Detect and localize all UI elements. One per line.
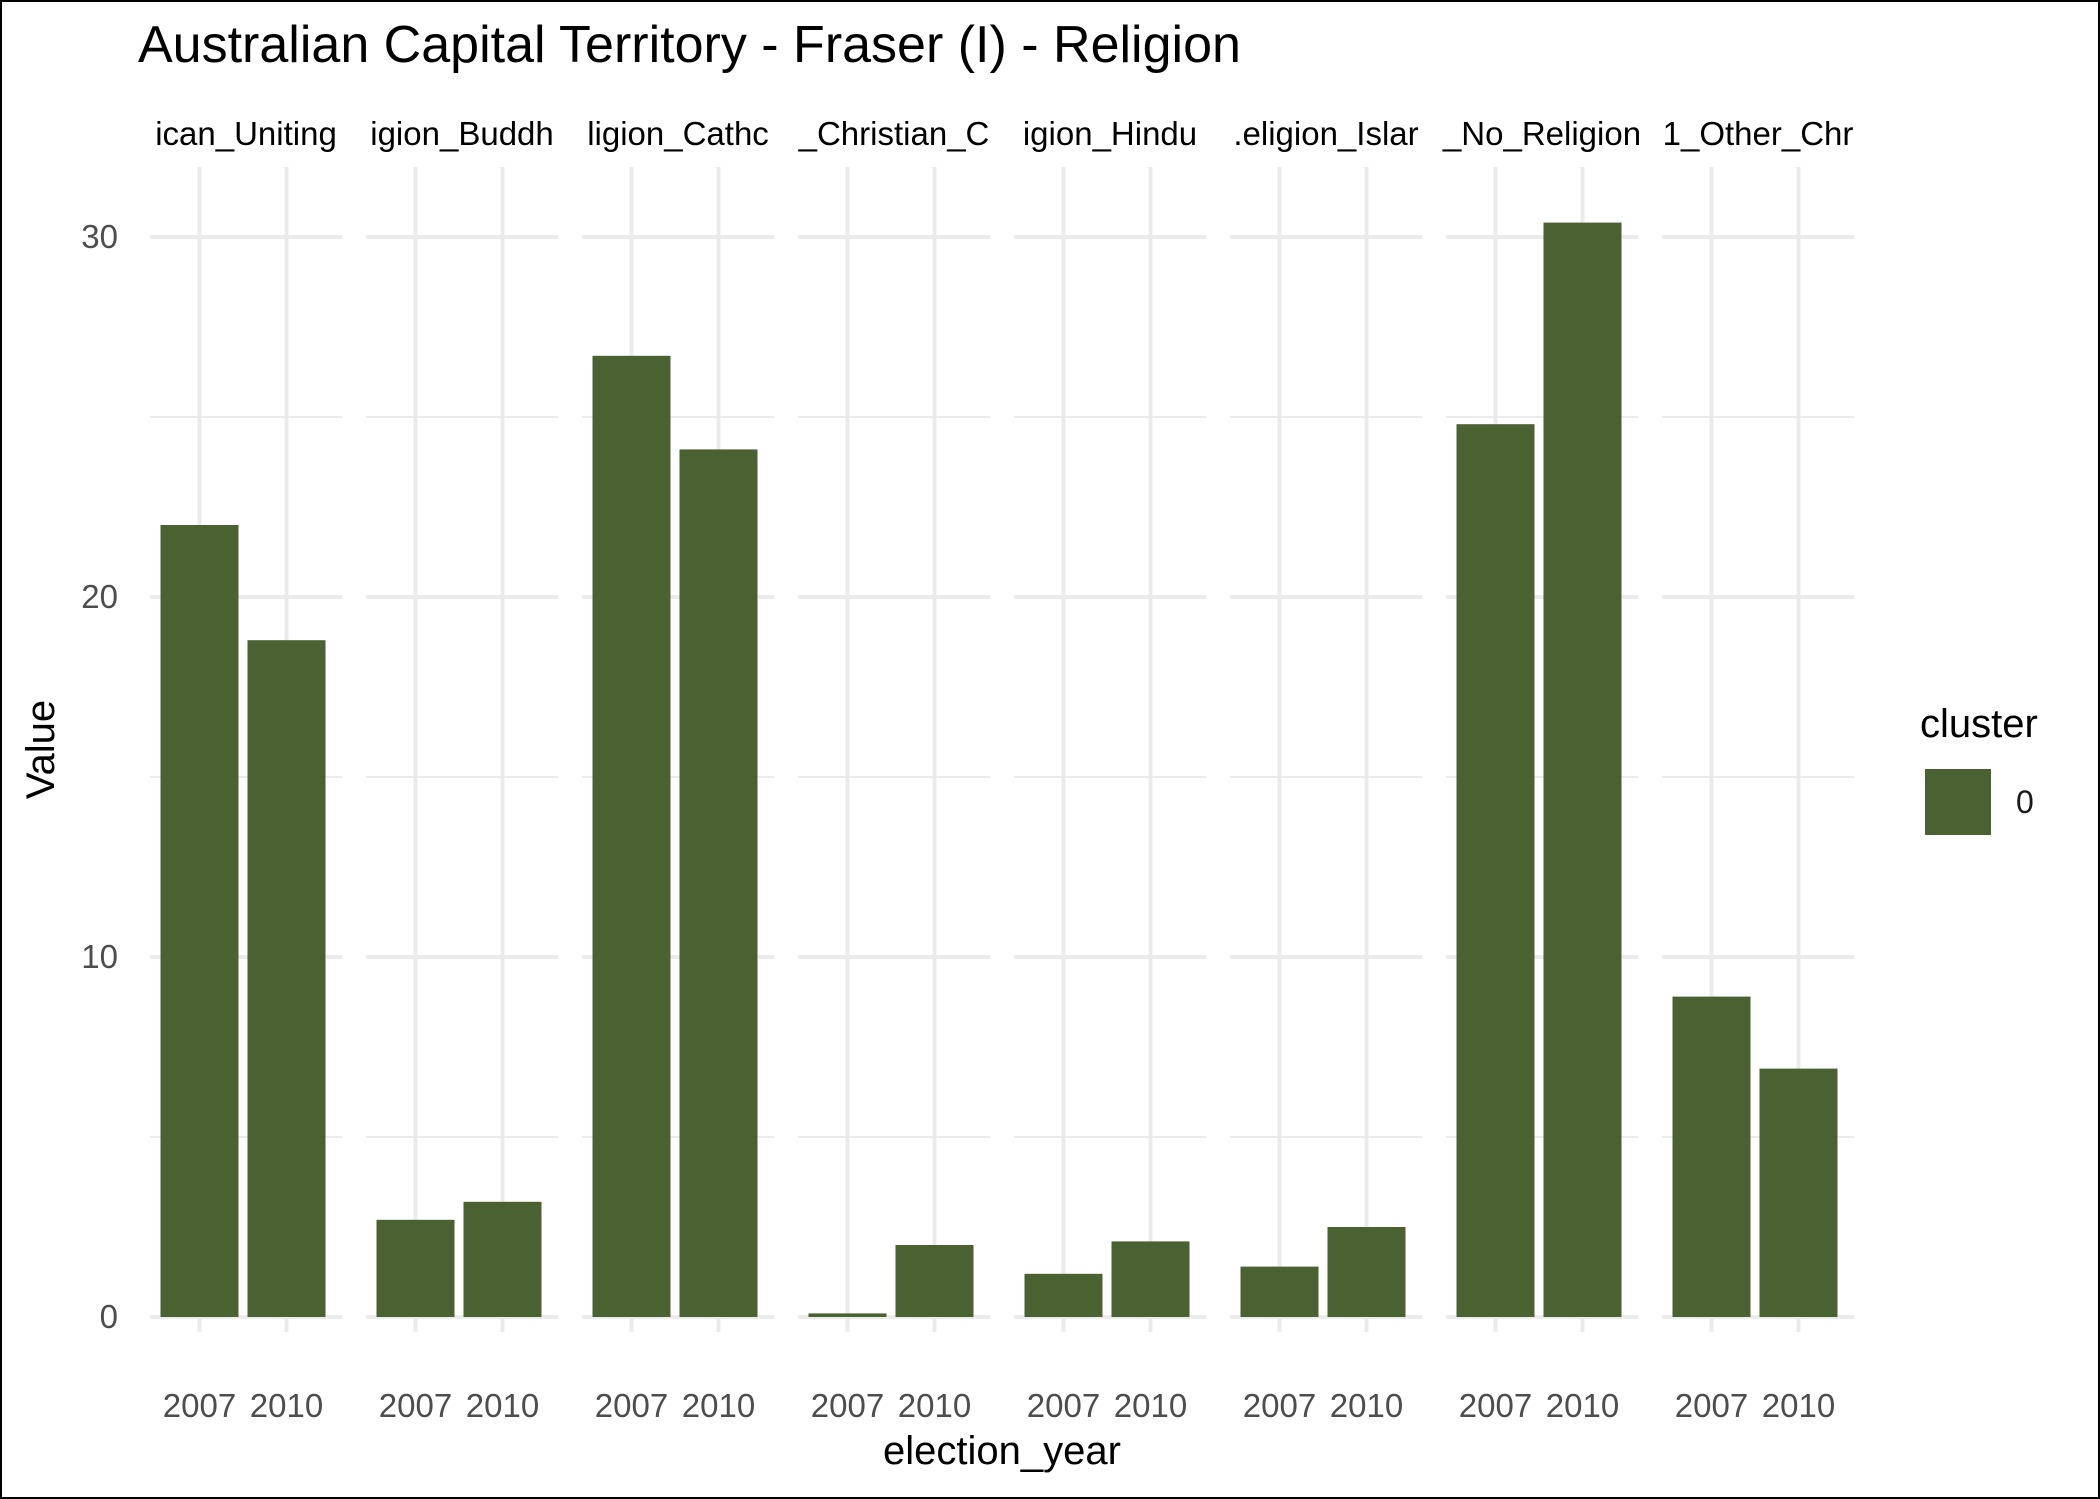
facet-panel: 1_Other_Chr 2007 2010 — [1662, 115, 1854, 1424]
bar — [592, 355, 671, 1317]
facet-panel: ligion_Cathc 2007 2010 — [582, 115, 774, 1424]
chart-title: Australian Capital Territory - Fraser (I… — [138, 16, 1241, 74]
bar — [1543, 222, 1622, 1318]
legend: cluster 0 — [1920, 702, 2038, 835]
y-tick-label: 20 — [81, 578, 118, 615]
facet-strip-label: igion_Buddh — [370, 115, 554, 152]
x-tick-label: 2010 — [1330, 1387, 1403, 1424]
facet-strip-label: ligion_Cathc — [587, 115, 769, 152]
x-tick-label: 2007 — [1459, 1387, 1532, 1424]
y-tick-label: 30 — [81, 218, 118, 255]
bar — [1672, 996, 1751, 1317]
facet-panel: .eligion_Islar 2007 2010 — [1230, 115, 1422, 1424]
y-axis-title: Value — [19, 700, 63, 799]
bar — [463, 1201, 542, 1317]
facet-strip-label: 1_Other_Chr — [1663, 115, 1854, 152]
facet-strip-label: igion_Hindu — [1023, 115, 1197, 152]
x-tick-label: 2010 — [250, 1387, 323, 1424]
x-tick-label: 2010 — [1114, 1387, 1187, 1424]
x-tick-label: 2010 — [1546, 1387, 1619, 1424]
bar — [376, 1219, 455, 1317]
bar — [1240, 1266, 1319, 1317]
bar — [895, 1245, 974, 1317]
y-tick-label: 0 — [100, 1298, 118, 1335]
legend-key-swatch — [1925, 769, 1991, 835]
facet-panel: _Christian_C 2007 2010 — [798, 115, 990, 1424]
x-axis-title: election_year — [883, 1429, 1121, 1473]
facet-strip-label: _No_Religion — [1442, 115, 1641, 152]
x-tick-label: 2007 — [595, 1387, 668, 1424]
x-tick-label: 2010 — [682, 1387, 755, 1424]
bar — [1111, 1241, 1190, 1317]
x-tick-label: 2007 — [1243, 1387, 1316, 1424]
x-tick-label: 2007 — [163, 1387, 236, 1424]
bar — [1759, 1068, 1838, 1317]
legend-title: cluster — [1920, 702, 2038, 746]
y-tick-label: 10 — [81, 938, 118, 975]
x-tick-label: 2007 — [811, 1387, 884, 1424]
facet-strip-label: _Christian_C — [798, 115, 990, 152]
x-tick-label: 2010 — [898, 1387, 971, 1424]
facet-strip-label: .eligion_Islar — [1233, 115, 1418, 152]
bar — [160, 525, 239, 1317]
facet-panel: igion_Buddh 2007 2010 — [366, 115, 558, 1424]
x-tick-label: 2010 — [1762, 1387, 1835, 1424]
x-tick-label: 2007 — [379, 1387, 452, 1424]
facet-strip-label: ican_Uniting — [155, 115, 337, 152]
facet-panel: ican_Uniting 2007 2010 — [150, 115, 342, 1424]
facet-panel: igion_Hindu 2007 2010 — [1014, 115, 1206, 1424]
bar — [808, 1313, 887, 1317]
x-tick-label: 2007 — [1027, 1387, 1100, 1424]
bar — [1456, 424, 1535, 1317]
bar — [1024, 1273, 1103, 1317]
bar — [679, 449, 758, 1317]
bar — [1327, 1227, 1406, 1317]
legend-entry-label: 0 — [2016, 784, 2034, 820]
x-tick-label: 2007 — [1675, 1387, 1748, 1424]
bar — [247, 640, 326, 1317]
y-axis: 0 10 20 30 — [81, 218, 118, 1335]
facet-panel: _No_Religion 2007 2010 — [1442, 115, 1641, 1424]
x-tick-label: 2010 — [466, 1387, 539, 1424]
